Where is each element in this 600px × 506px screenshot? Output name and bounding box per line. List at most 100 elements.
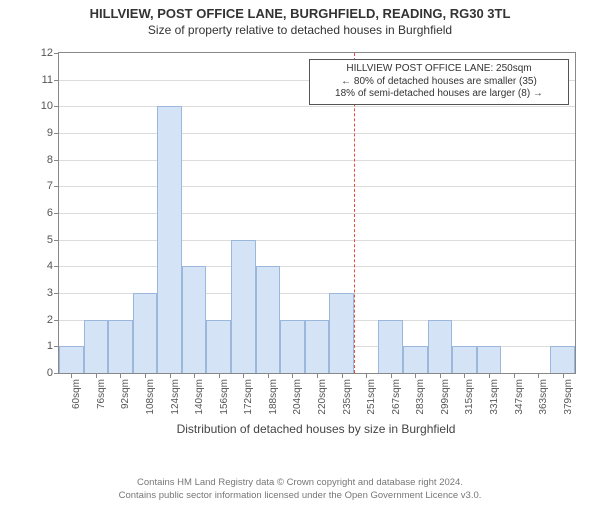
xtick-mark xyxy=(96,373,97,378)
ytick-mark xyxy=(54,80,59,81)
ytick-label: 5 xyxy=(47,234,53,246)
ytick-label: 6 xyxy=(47,207,53,219)
chart-title: HILLVIEW, POST OFFICE LANE, BURGHFIELD, … xyxy=(0,6,600,21)
gridline xyxy=(59,266,575,267)
bar xyxy=(256,266,281,373)
xtick-label: 299sqm xyxy=(440,379,451,415)
footer-copyright: Contains HM Land Registry data © Crown c… xyxy=(0,477,600,488)
ytick-label: 10 xyxy=(41,100,53,112)
xtick-label: 251sqm xyxy=(366,379,377,415)
xtick-mark xyxy=(145,373,146,378)
gridline xyxy=(59,133,575,134)
bar xyxy=(133,293,158,373)
xtick-label: 331sqm xyxy=(489,379,500,415)
bar xyxy=(84,320,109,373)
ytick-mark xyxy=(54,266,59,267)
xtick-mark xyxy=(219,373,220,378)
bar xyxy=(108,320,133,373)
ytick-label: 4 xyxy=(47,260,53,272)
xtick-label: 315sqm xyxy=(464,379,475,415)
xtick-label: 283sqm xyxy=(415,379,426,415)
bar xyxy=(182,266,207,373)
xtick-mark xyxy=(194,373,195,378)
ytick-label: 1 xyxy=(47,340,53,352)
gridline xyxy=(59,240,575,241)
xtick-label: 363sqm xyxy=(538,379,549,415)
xtick-mark xyxy=(366,373,367,378)
ytick-mark xyxy=(54,106,59,107)
bar xyxy=(206,320,231,373)
xtick-label: 60sqm xyxy=(71,379,82,409)
ytick-label: 2 xyxy=(47,314,53,326)
xtick-mark xyxy=(415,373,416,378)
bar xyxy=(452,346,477,373)
ytick-label: 7 xyxy=(47,180,53,192)
gridline xyxy=(59,213,575,214)
xtick-label: 76sqm xyxy=(96,379,107,409)
xtick-mark xyxy=(391,373,392,378)
annotation-line: HILLVIEW POST OFFICE LANE: 250sqm xyxy=(315,63,563,76)
ytick-mark xyxy=(54,53,59,54)
footer-licence: Contains public sector information licen… xyxy=(0,490,600,501)
gridline xyxy=(59,186,575,187)
xtick-mark xyxy=(489,373,490,378)
bar xyxy=(378,320,403,373)
gridline xyxy=(59,160,575,161)
ytick-mark xyxy=(54,133,59,134)
xtick-mark xyxy=(514,373,515,378)
xtick-mark xyxy=(317,373,318,378)
ytick-mark xyxy=(54,240,59,241)
ytick-mark xyxy=(54,160,59,161)
xtick-mark xyxy=(243,373,244,378)
ytick-mark xyxy=(54,293,59,294)
xtick-mark xyxy=(464,373,465,378)
xtick-label: 235sqm xyxy=(342,379,353,415)
bar xyxy=(59,346,84,373)
annotation-box: HILLVIEW POST OFFICE LANE: 250sqm← 80% o… xyxy=(309,59,569,105)
xtick-label: 204sqm xyxy=(292,379,303,415)
xtick-mark xyxy=(292,373,293,378)
ytick-label: 12 xyxy=(41,47,53,59)
ytick-mark xyxy=(54,320,59,321)
chart-container: Number of detached properties 0123456789… xyxy=(0,50,600,430)
bar xyxy=(157,106,182,373)
xtick-mark xyxy=(170,373,171,378)
bar xyxy=(231,240,256,373)
ytick-label: 0 xyxy=(47,367,53,379)
ytick-mark xyxy=(54,373,59,374)
bar xyxy=(329,293,354,373)
xtick-mark xyxy=(563,373,564,378)
ytick-mark xyxy=(54,186,59,187)
bar xyxy=(477,346,502,373)
xtick-mark xyxy=(440,373,441,378)
ytick-label: 9 xyxy=(47,127,53,139)
annotation-line: ← 80% of detached houses are smaller (35… xyxy=(315,76,563,89)
bar xyxy=(403,346,428,373)
xtick-label: 220sqm xyxy=(317,379,328,415)
xtick-mark xyxy=(268,373,269,378)
xtick-mark xyxy=(342,373,343,378)
xtick-mark xyxy=(538,373,539,378)
ytick-label: 11 xyxy=(42,74,53,86)
xtick-label: 108sqm xyxy=(145,379,156,415)
bar xyxy=(550,346,575,373)
xtick-label: 140sqm xyxy=(194,379,205,415)
xtick-label: 379sqm xyxy=(563,379,574,415)
xtick-label: 124sqm xyxy=(170,379,181,415)
xtick-mark xyxy=(71,373,72,378)
xtick-label: 347sqm xyxy=(514,379,525,415)
xtick-label: 188sqm xyxy=(268,379,279,415)
bar xyxy=(280,320,305,373)
xtick-mark xyxy=(120,373,121,378)
x-axis-label: Distribution of detached houses by size … xyxy=(58,422,574,436)
bar xyxy=(305,320,330,373)
xtick-label: 172sqm xyxy=(243,379,254,415)
annotation-line: 18% of semi-detached houses are larger (… xyxy=(315,88,563,101)
ytick-mark xyxy=(54,213,59,214)
ytick-label: 8 xyxy=(47,154,53,166)
xtick-label: 267sqm xyxy=(391,379,402,415)
xtick-label: 156sqm xyxy=(219,379,230,415)
plot-area: 012345678910111260sqm76sqm92sqm108sqm124… xyxy=(58,52,576,374)
gridline xyxy=(59,106,575,107)
ytick-label: 3 xyxy=(47,287,53,299)
